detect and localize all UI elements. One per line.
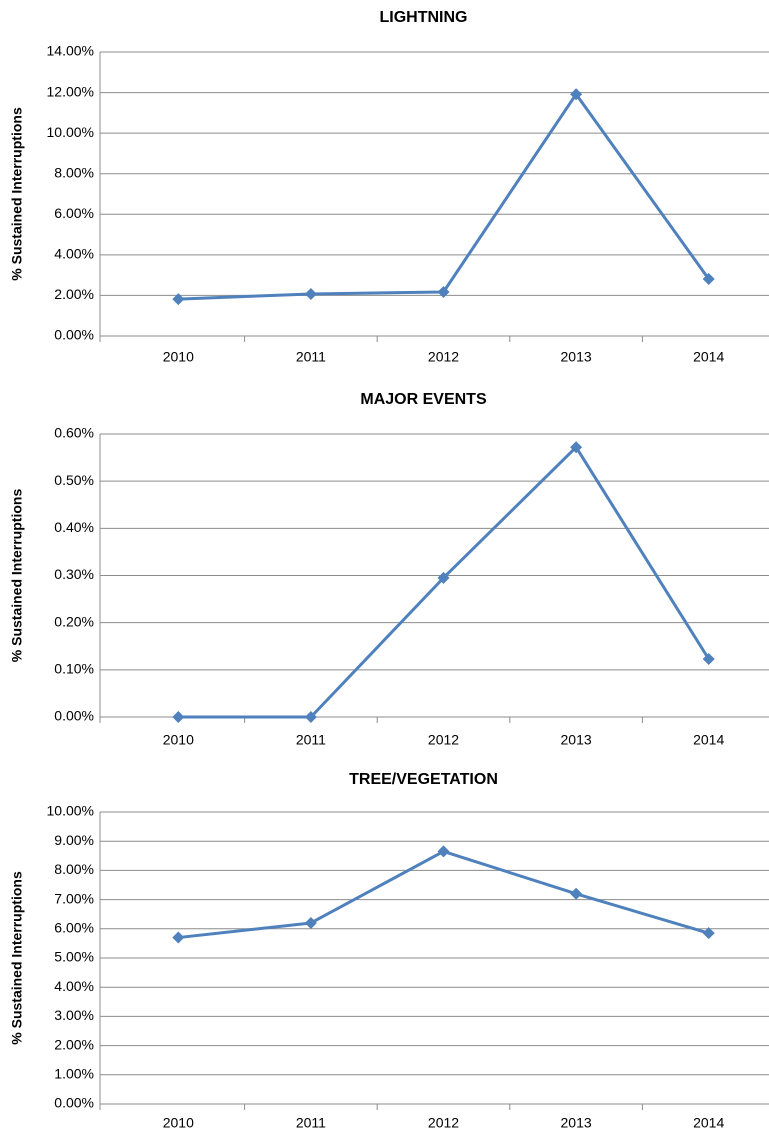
x-tick-label: 2010: [163, 732, 194, 748]
y-tick-label: 4.00%: [54, 246, 94, 262]
chart-title: LIGHTNING: [380, 9, 468, 26]
x-tick-label: 2012: [428, 732, 459, 748]
x-tick-label: 2012: [428, 1115, 459, 1131]
x-tick-label: 2010: [163, 1115, 194, 1131]
data-point: [172, 711, 185, 723]
y-tick-label: 0.50%: [54, 472, 94, 488]
x-tick-label: 2013: [561, 732, 592, 748]
data-line: [178, 92, 710, 301]
chart-title: MAJOR EVENTS: [360, 391, 487, 408]
x-tick-label: 2010: [163, 349, 194, 365]
x-tick-label: 2012: [428, 349, 459, 365]
y-tick-label: 4.00%: [54, 978, 94, 994]
y-tick-label: 0.00%: [54, 708, 94, 724]
y-tick-label: 10.00%: [47, 803, 94, 819]
y-tick-label: 0.20%: [54, 613, 94, 629]
x-tick-label: 2011: [296, 349, 326, 365]
y-tick-label: 0.00%: [54, 327, 94, 343]
data-point: [172, 293, 185, 306]
data-point: [437, 845, 450, 858]
x-tick-label: 2011: [296, 732, 326, 748]
data-point: [702, 927, 715, 940]
y-tick-label: 0.60%: [54, 425, 94, 441]
y-tick-label: 14.00%: [47, 43, 94, 59]
y-tick-label: 12.00%: [47, 83, 94, 99]
y-tick-label: 5.00%: [54, 949, 94, 965]
y-tick-label: 10.00%: [47, 124, 94, 140]
data-point: [570, 887, 583, 900]
y-tick-label: 3.00%: [54, 1007, 94, 1023]
data-line: [178, 849, 710, 940]
data-point: [304, 711, 317, 723]
chart-title: TREE/VEGETATION: [349, 771, 498, 788]
x-tick-label: 2013: [561, 1115, 592, 1131]
x-tick-label: 2014: [693, 732, 724, 748]
y-tick-label: 0.30%: [54, 566, 94, 582]
y-tick-label: 8.00%: [54, 861, 94, 877]
data-point: [304, 916, 317, 929]
y-tick-label: 7.00%: [54, 890, 94, 906]
y-tick-label: 0.00%: [54, 1095, 94, 1111]
data-point: [437, 571, 450, 584]
y-tick-label: 2.00%: [54, 286, 94, 302]
y-axis-label: % Sustained Interruptions: [9, 871, 25, 1045]
y-tick-label: 0.10%: [54, 661, 94, 677]
data-point: [702, 272, 715, 285]
data-point: [437, 285, 450, 298]
data-point: [570, 88, 583, 101]
x-tick-label: 2014: [693, 1115, 724, 1131]
data-point: [172, 931, 185, 944]
data-point: [304, 288, 317, 301]
x-tick-label: 2011: [296, 1115, 326, 1131]
y-axis-label: % Sustained Interruptions: [9, 107, 25, 281]
y-tick-label: 2.00%: [54, 1036, 94, 1052]
y-tick-label: 0.40%: [54, 519, 94, 535]
y-tick-label: 9.00%: [54, 832, 94, 848]
y-tick-label: 8.00%: [54, 164, 94, 180]
x-tick-label: 2013: [561, 349, 592, 365]
y-tick-label: 1.00%: [54, 1066, 94, 1082]
data-point: [570, 441, 583, 454]
y-tick-label: 6.00%: [54, 920, 94, 936]
y-axis-label: % Sustained Interruptions: [9, 489, 25, 663]
x-tick-label: 2014: [693, 349, 724, 365]
y-tick-label: 6.00%: [54, 205, 94, 221]
data-point: [702, 652, 715, 665]
